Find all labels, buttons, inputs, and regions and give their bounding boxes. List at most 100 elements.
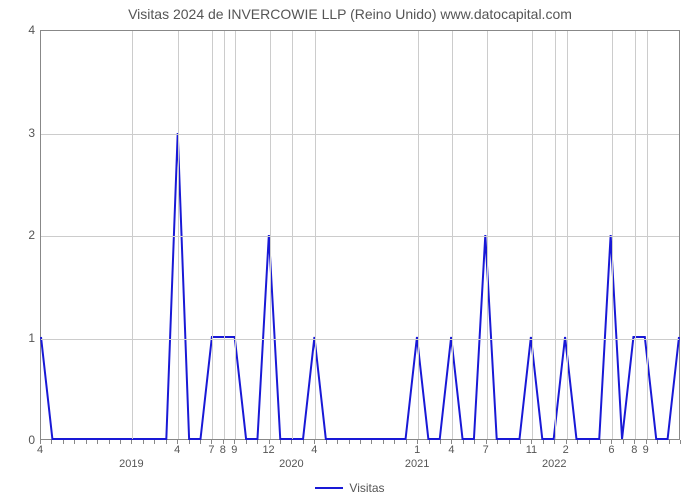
x-tick-year-label: 2020: [279, 458, 303, 470]
x-tick-label: 4: [311, 444, 317, 456]
x-minor-tick: [246, 440, 247, 444]
x-minor-tick: [600, 440, 601, 444]
x-minor-tick: [143, 440, 144, 444]
x-minor-tick: [223, 440, 224, 444]
x-tick-label: 8: [631, 444, 637, 456]
x-minor-tick: [417, 440, 418, 444]
gridline-vertical: [224, 31, 225, 439]
x-minor-tick: [63, 440, 64, 444]
gridline-vertical: [555, 31, 556, 439]
x-minor-tick: [74, 440, 75, 444]
chart-title: Visitas 2024 de INVERCOWIE LLP (Reino Un…: [0, 6, 700, 22]
x-minor-tick: [463, 440, 464, 444]
x-minor-tick: [589, 440, 590, 444]
x-minor-tick: [200, 440, 201, 444]
x-minor-tick: [474, 440, 475, 444]
x-minor-tick: [486, 440, 487, 444]
x-minor-tick: [154, 440, 155, 444]
y-tick-label: 2: [5, 228, 35, 242]
x-minor-tick: [211, 440, 212, 444]
x-minor-tick: [269, 440, 270, 444]
x-minor-tick: [371, 440, 372, 444]
x-minor-tick: [554, 440, 555, 444]
x-minor-tick: [383, 440, 384, 444]
gridline-vertical: [452, 31, 453, 439]
x-tick-year-label: 2019: [119, 458, 143, 470]
x-minor-tick: [497, 440, 498, 444]
x-minor-tick: [257, 440, 258, 444]
x-tick-label: 9: [231, 444, 237, 456]
x-minor-tick: [291, 440, 292, 444]
x-minor-tick: [577, 440, 578, 444]
x-minor-tick: [337, 440, 338, 444]
gridline-horizontal: [41, 339, 679, 340]
gridline-vertical: [178, 31, 179, 439]
x-minor-tick: [234, 440, 235, 444]
y-tick-label: 1: [5, 331, 35, 345]
x-minor-tick: [543, 440, 544, 444]
gridline-vertical: [635, 31, 636, 439]
x-minor-tick: [109, 440, 110, 444]
x-minor-tick: [314, 440, 315, 444]
gridline-horizontal: [41, 134, 679, 135]
x-tick-label: 2: [563, 444, 569, 456]
y-tick-label: 0: [5, 433, 35, 447]
legend: Visitas: [0, 480, 700, 495]
x-minor-tick: [280, 440, 281, 444]
gridline-vertical: [132, 31, 133, 439]
x-minor-tick: [349, 440, 350, 444]
x-minor-tick: [166, 440, 167, 444]
x-minor-tick: [86, 440, 87, 444]
x-minor-tick: [303, 440, 304, 444]
x-minor-tick: [326, 440, 327, 444]
x-minor-tick: [669, 440, 670, 444]
x-minor-tick: [657, 440, 658, 444]
x-minor-tick: [520, 440, 521, 444]
y-tick-label: 3: [5, 126, 35, 140]
x-minor-tick: [406, 440, 407, 444]
x-tick-label: 1: [414, 444, 420, 456]
gridline-vertical: [292, 31, 293, 439]
gridline-vertical: [532, 31, 533, 439]
legend-swatch: [315, 487, 343, 489]
gridline-vertical: [315, 31, 316, 439]
x-minor-tick: [680, 440, 681, 444]
x-minor-tick: [509, 440, 510, 444]
gridline-vertical: [270, 31, 271, 439]
x-minor-tick: [97, 440, 98, 444]
gridline-vertical: [612, 31, 613, 439]
x-minor-tick: [623, 440, 624, 444]
x-minor-tick: [131, 440, 132, 444]
x-minor-tick: [189, 440, 190, 444]
gridline-horizontal: [41, 236, 679, 237]
chart-container: Visitas 2024 de INVERCOWIE LLP (Reino Un…: [0, 0, 700, 500]
gridline-vertical: [418, 31, 419, 439]
x-minor-tick: [634, 440, 635, 444]
gridline-vertical: [487, 31, 488, 439]
x-tick-year-label: 2022: [542, 458, 566, 470]
x-minor-tick: [429, 440, 430, 444]
x-tick-label: 4: [37, 444, 43, 456]
x-minor-tick: [646, 440, 647, 444]
line-series-svg: [41, 31, 679, 439]
x-tick-label: 4: [448, 444, 454, 456]
x-tick-label: 9: [643, 444, 649, 456]
x-minor-tick: [531, 440, 532, 444]
x-minor-tick: [394, 440, 395, 444]
x-minor-tick: [451, 440, 452, 444]
x-tick-label: 6: [608, 444, 614, 456]
plot-area: [40, 30, 680, 440]
x-tick-label: 4: [174, 444, 180, 456]
gridline-vertical: [567, 31, 568, 439]
gridline-vertical: [212, 31, 213, 439]
x-minor-tick: [40, 440, 41, 444]
y-tick-label: 4: [5, 23, 35, 37]
legend-label: Visitas: [349, 481, 384, 495]
x-tick-label: 11: [526, 444, 537, 456]
x-tick-label: 7: [208, 444, 214, 456]
x-minor-tick: [566, 440, 567, 444]
x-minor-tick: [360, 440, 361, 444]
x-tick-label: 7: [483, 444, 489, 456]
x-tick-year-label: 2021: [405, 458, 429, 470]
x-tick-label: 12: [262, 444, 274, 456]
